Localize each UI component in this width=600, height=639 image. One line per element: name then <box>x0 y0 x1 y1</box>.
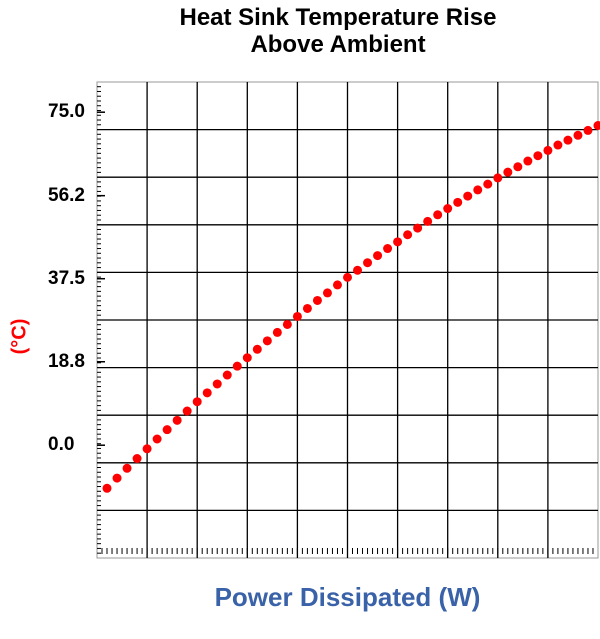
data-point <box>292 311 302 321</box>
data-point <box>212 379 222 389</box>
data-point <box>343 272 352 282</box>
data-point <box>202 388 212 398</box>
data-point <box>443 204 453 214</box>
data-point <box>383 244 393 254</box>
data-point <box>353 265 363 275</box>
data-point <box>473 185 483 195</box>
data-point <box>533 151 543 161</box>
data-point <box>403 230 413 240</box>
data-point <box>453 197 463 207</box>
data-point <box>242 353 252 363</box>
chart-title: Heat Sink Temperature Rise Above Ambient <box>179 4 497 58</box>
data-point <box>112 473 122 483</box>
data-point <box>302 303 312 313</box>
data-point <box>312 295 322 305</box>
data-point <box>433 210 443 220</box>
data-point <box>102 483 112 493</box>
data-point <box>222 370 232 380</box>
data-point <box>272 327 282 337</box>
data-point <box>563 135 573 145</box>
data-point <box>363 258 373 268</box>
data-point <box>252 344 262 354</box>
data-point <box>463 191 473 201</box>
data-point <box>553 140 563 150</box>
data-point <box>232 361 242 371</box>
data-point <box>373 251 383 261</box>
data-point <box>543 145 553 155</box>
data-point <box>503 167 513 177</box>
data-point <box>322 288 332 298</box>
data-point <box>593 121 600 131</box>
data-point <box>513 162 523 172</box>
data-point <box>583 125 593 135</box>
y-tick-label: 75.0 <box>48 101 85 123</box>
y-tick-label: 0.0 <box>48 434 75 456</box>
data-point <box>413 223 423 233</box>
data-point <box>523 156 533 166</box>
y-tick-label: 18.8 <box>48 350 85 372</box>
data-point <box>423 216 433 226</box>
data-point <box>282 319 292 329</box>
data-point <box>332 280 342 290</box>
x-axis-label: Power Dissipated (W) <box>214 582 481 612</box>
data-point <box>483 179 493 189</box>
data-point <box>122 463 132 473</box>
data-point <box>573 130 583 140</box>
data-point <box>182 406 192 416</box>
data-point <box>262 336 272 346</box>
data-point <box>172 415 182 425</box>
data-point <box>132 454 142 464</box>
data-point <box>393 237 403 247</box>
y-tick-label: 37.5 <box>48 267 85 289</box>
data-point <box>493 173 503 183</box>
y-tick-label: 56.2 <box>48 184 85 206</box>
data-point <box>142 444 152 454</box>
data-point <box>162 425 172 435</box>
y-axis-label: (°C) <box>8 318 31 355</box>
data-point <box>192 397 202 407</box>
data-point <box>152 434 162 444</box>
